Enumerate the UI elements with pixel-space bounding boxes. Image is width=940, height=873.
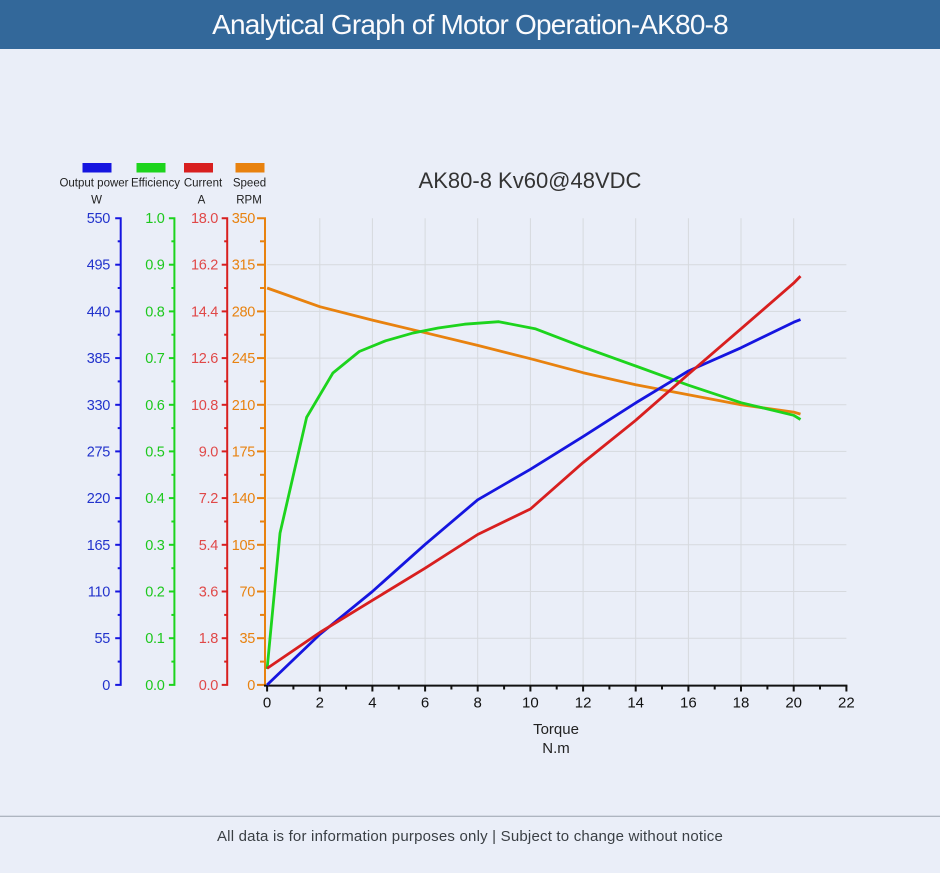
svg-text:0.3: 0.3 [145, 538, 164, 554]
svg-text:220: 220 [87, 491, 111, 507]
svg-text:0: 0 [247, 678, 255, 694]
svg-text:12.6: 12.6 [191, 351, 218, 367]
svg-text:105: 105 [232, 538, 256, 554]
svg-text:0: 0 [102, 678, 110, 694]
svg-text:55: 55 [94, 631, 110, 647]
svg-text:16.2: 16.2 [191, 258, 218, 274]
svg-text:Current: Current [184, 178, 223, 190]
svg-text:6: 6 [421, 695, 429, 712]
svg-text:175: 175 [232, 444, 256, 460]
svg-text:35: 35 [239, 631, 255, 647]
svg-text:16: 16 [680, 695, 697, 712]
svg-text:8: 8 [474, 695, 482, 712]
svg-text:A: A [198, 195, 206, 207]
svg-text:9.0: 9.0 [199, 444, 218, 460]
svg-text:Speed: Speed [233, 178, 266, 190]
svg-text:All data is for information pu: All data is for information purposes onl… [217, 828, 723, 845]
svg-text:210: 210 [232, 398, 256, 414]
svg-text:315: 315 [232, 258, 256, 274]
svg-text:Efficiency: Efficiency [131, 178, 180, 190]
svg-text:10.8: 10.8 [191, 398, 218, 414]
svg-text:275: 275 [87, 444, 111, 460]
svg-text:0: 0 [263, 695, 271, 712]
svg-text:1.0: 1.0 [145, 211, 164, 227]
svg-text:RPM: RPM [236, 195, 262, 207]
svg-text:385: 385 [87, 351, 111, 367]
svg-text:0.5: 0.5 [145, 444, 164, 460]
svg-text:10: 10 [522, 695, 539, 712]
svg-text:0.7: 0.7 [145, 351, 164, 367]
svg-text:350: 350 [232, 211, 256, 227]
svg-text:Analytical Graph of Motor Oper: Analytical Graph of Motor Operation-AK80… [212, 9, 728, 40]
svg-text:245: 245 [232, 351, 256, 367]
svg-text:0.8: 0.8 [145, 304, 164, 320]
svg-text:0.0: 0.0 [145, 678, 164, 694]
svg-text:2: 2 [316, 695, 324, 712]
svg-text:165: 165 [87, 538, 111, 554]
svg-text:20: 20 [785, 695, 802, 712]
svg-text:0.2: 0.2 [145, 585, 164, 601]
svg-text:140: 140 [232, 491, 256, 507]
svg-text:14.4: 14.4 [191, 304, 218, 320]
svg-text:4: 4 [368, 695, 376, 712]
svg-text:AK80-8 Kv60@48VDC: AK80-8 Kv60@48VDC [419, 168, 642, 193]
svg-text:18.0: 18.0 [191, 211, 218, 227]
svg-text:Output power: Output power [59, 178, 128, 190]
svg-text:7.2: 7.2 [199, 491, 218, 507]
svg-text:Torque: Torque [533, 721, 579, 738]
svg-text:12: 12 [575, 695, 592, 712]
svg-text:0.9: 0.9 [145, 258, 164, 274]
svg-text:550: 550 [87, 211, 111, 227]
svg-text:N.m: N.m [542, 740, 570, 757]
svg-text:W: W [91, 195, 102, 207]
svg-text:18: 18 [733, 695, 750, 712]
svg-text:440: 440 [87, 304, 111, 320]
svg-text:0.4: 0.4 [145, 491, 164, 507]
svg-text:70: 70 [239, 585, 255, 601]
svg-text:22: 22 [838, 695, 855, 712]
svg-text:0.6: 0.6 [145, 398, 164, 414]
svg-text:14: 14 [627, 695, 644, 712]
svg-text:0.0: 0.0 [199, 678, 218, 694]
svg-text:495: 495 [87, 258, 111, 274]
svg-text:330: 330 [87, 398, 111, 414]
svg-text:280: 280 [232, 304, 256, 320]
svg-text:5.4: 5.4 [199, 538, 218, 554]
svg-text:110: 110 [88, 585, 110, 601]
svg-text:1.8: 1.8 [199, 631, 218, 647]
svg-text:0.1: 0.1 [145, 631, 164, 647]
svg-text:3.6: 3.6 [199, 585, 218, 601]
